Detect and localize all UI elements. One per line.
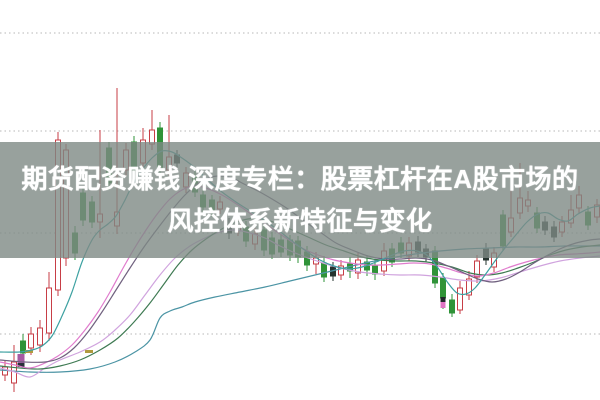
headline-line-2: 风控体系新特征与变化 (167, 206, 433, 236)
tick-marker (85, 350, 93, 353)
tick-marker (17, 354, 25, 363)
candle-down (321, 256, 327, 282)
headline-line-1: 期货配资赚钱 深度专栏：股票杠杆在A股市场的 (21, 164, 579, 194)
tick-marker (25, 350, 33, 353)
candle-up (338, 260, 344, 280)
ma-slow-teal-line (0, 245, 600, 373)
candle-down (449, 294, 455, 317)
tick-marker (17, 363, 25, 367)
headline-banner: 期货配资赚钱 深度专栏：股票杠杆在A股市场的 风控体系新特征与变化 (0, 142, 600, 258)
candle-up (46, 272, 52, 341)
candle-up (457, 281, 463, 314)
